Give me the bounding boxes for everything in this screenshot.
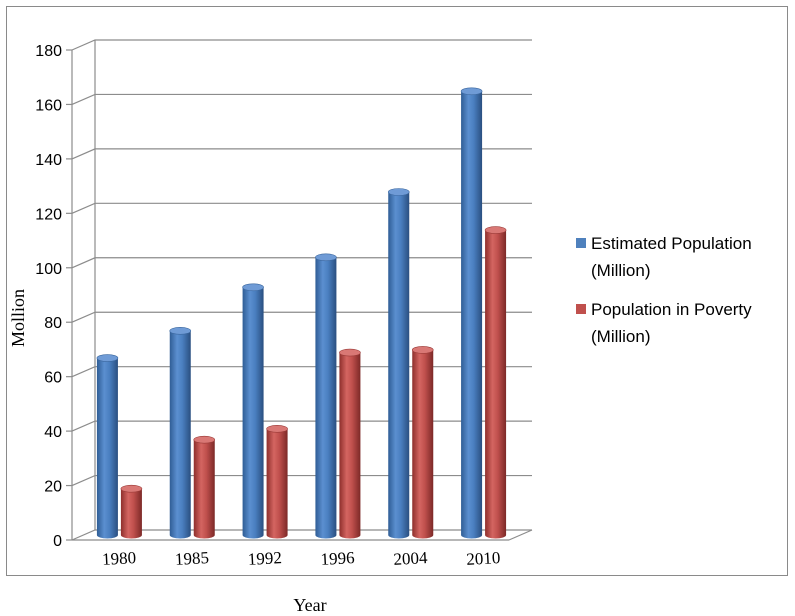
- x-axis-title: Year: [293, 595, 326, 615]
- bar: [242, 283, 264, 539]
- x-tick-label: 1996: [320, 548, 355, 569]
- bars: [96, 87, 507, 539]
- x-tick-label: 2004: [393, 548, 428, 569]
- legend-swatch-population-in-poverty: [576, 304, 586, 314]
- bar: [120, 484, 143, 539]
- bar: [460, 87, 483, 539]
- x-tick-label: 1985: [174, 548, 209, 569]
- legend-label-population-in-poverty-line2: (Million): [591, 327, 651, 346]
- y-tick-label: 180: [35, 43, 62, 60]
- legend-swatch-estimated-population: [576, 238, 586, 248]
- legend-label-estimated-population-line2: (Million): [591, 261, 651, 280]
- bar: [411, 346, 434, 539]
- legend: Estimated Population (Million) Populatio…: [576, 234, 752, 346]
- x-tick-label: 1992: [247, 548, 282, 569]
- y-tick-label: 20: [44, 479, 62, 496]
- axes: [66, 40, 533, 541]
- legend-label-estimated-population-line1: Estimated Population: [591, 234, 752, 253]
- bar: [339, 348, 361, 539]
- gridline: [71, 39, 532, 51]
- x-tick-label: 2010: [466, 548, 501, 569]
- y-tick-label: 60: [44, 370, 62, 387]
- y-tick-label: 80: [44, 315, 62, 332]
- y-tick-label: 100: [35, 261, 62, 278]
- y-tick-label: 120: [35, 206, 62, 223]
- bar: [266, 425, 288, 539]
- y-tick-label: 140: [35, 152, 62, 169]
- y-tick-label: 40: [44, 424, 62, 441]
- bar: [484, 226, 507, 539]
- bar: [96, 354, 119, 539]
- bar: [387, 188, 410, 539]
- y-axis-title: Mollion: [8, 289, 28, 347]
- y-tick-label: 0: [53, 533, 62, 550]
- tick-labels: 0 20 40 60 80 100 120 140 160 180 1980 1985 1992 1996…: [35, 43, 500, 569]
- bar: [315, 253, 337, 539]
- legend-label-population-in-poverty-line1: Population in Poverty: [591, 300, 752, 319]
- floor-edge: [508, 529, 533, 541]
- bar: [193, 435, 216, 539]
- x-tick-label: 1980: [102, 548, 137, 569]
- bar: [169, 327, 192, 539]
- y-tick-label: 160: [35, 97, 62, 114]
